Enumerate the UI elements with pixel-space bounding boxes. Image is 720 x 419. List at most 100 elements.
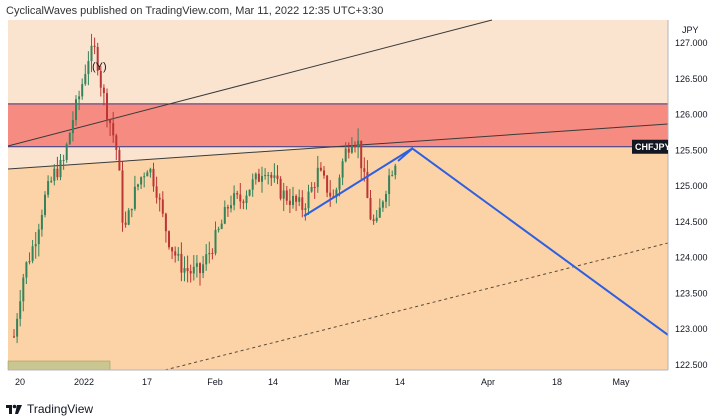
candle-body (28, 260, 31, 263)
candle-body (143, 176, 146, 178)
candle-body (146, 172, 149, 177)
candle-body (381, 201, 384, 208)
candle-body (385, 194, 387, 202)
x-tick-label: 18 (552, 377, 562, 387)
neckline-trendline (7, 123, 669, 170)
candle-body (295, 195, 298, 202)
candle-body (323, 170, 325, 176)
candle-body (37, 229, 40, 245)
candle-body (174, 251, 177, 256)
candle-body (226, 207, 229, 209)
candle-body (22, 277, 25, 302)
candle-body (338, 177, 341, 190)
candle-body (298, 197, 301, 202)
candle-body (155, 186, 158, 198)
candle-body (93, 45, 96, 47)
y-tick-label: 124.500 (675, 217, 708, 227)
candle-body (388, 175, 391, 195)
candle-body (180, 253, 183, 273)
candle-body (25, 262, 28, 278)
candle-body (236, 193, 239, 195)
candle-body (202, 264, 205, 274)
x-tick-label: 2022 (74, 377, 94, 387)
x-tick-label: 17 (142, 377, 152, 387)
candle-body (96, 46, 99, 71)
candle-body (19, 301, 22, 319)
candle-body (273, 175, 276, 178)
candle-body (310, 187, 313, 192)
y-tick-label: 123.000 (675, 324, 708, 334)
y-tick-label: 127.000 (675, 38, 708, 48)
wave-label-y: (Y) (92, 61, 107, 73)
candle-body (264, 175, 267, 177)
candle-body (40, 214, 43, 230)
candle-body (335, 189, 338, 198)
candle-body (127, 210, 130, 225)
candle-body (115, 135, 118, 150)
chart-bg-lower (8, 124, 668, 370)
candle-body (109, 119, 112, 124)
candle-body (394, 165, 397, 176)
candle-body (149, 168, 152, 173)
candle-body (13, 336, 15, 338)
candle-body (375, 217, 378, 221)
candle-body (124, 222, 127, 225)
candle-body (208, 253, 211, 255)
candle-body (223, 207, 226, 224)
candle-body (292, 195, 294, 206)
candle-body (220, 223, 223, 229)
resistance-zone (8, 103, 668, 147)
candle-body (211, 253, 214, 255)
published-info: CyclicalWaves published on TradingView.c… (6, 5, 384, 17)
candle-body (326, 175, 329, 193)
x-tick-label: May (612, 377, 630, 387)
candle-body (245, 195, 248, 203)
candle-body (152, 168, 155, 187)
candle-body (239, 194, 242, 202)
candle-body (59, 160, 62, 178)
candle-body (81, 84, 84, 97)
candle-body (205, 254, 208, 265)
candle-body (363, 168, 366, 172)
chart-footer (0, 398, 720, 419)
y-tick-label: 124.000 (675, 253, 708, 263)
candle-body (53, 168, 56, 181)
marker-box (7, 360, 111, 371)
candle-body (261, 176, 263, 182)
candle-body (254, 173, 257, 180)
x-tick-label: 14 (395, 377, 405, 387)
candle-body (267, 174, 270, 176)
candle-body (78, 96, 81, 100)
candle-body (68, 133, 71, 145)
tradingview-logo[interactable]: TradingView (6, 402, 93, 416)
candle-body (158, 197, 161, 200)
upper-channel-line (7, 19, 493, 147)
candle-body (350, 145, 353, 153)
candle-body (161, 199, 164, 214)
x-tick-label: Mar (334, 377, 350, 387)
candle-body (347, 148, 350, 153)
candle-body (183, 268, 186, 273)
candle-body (118, 149, 121, 171)
candle-body (313, 187, 316, 189)
candle-body (378, 207, 381, 218)
candle-body (251, 179, 254, 190)
candle-body (357, 140, 360, 147)
candle-body (137, 184, 139, 187)
candle-body (177, 253, 180, 256)
candle-body (304, 208, 307, 210)
candle-body (75, 99, 77, 121)
candle-body (242, 201, 245, 203)
candle-body (257, 173, 260, 182)
candle-body (230, 205, 232, 209)
candle-body (344, 148, 347, 162)
candle-body (248, 189, 251, 196)
chart-header: CyclicalWaves published on TradingView.c… (0, 0, 720, 20)
candle-body (279, 178, 282, 199)
candle-body (62, 159, 65, 161)
y-tick-label: 126.500 (675, 74, 708, 84)
candle-body (329, 192, 332, 197)
lower-dashed-trendline (164, 242, 669, 371)
candle-body (354, 145, 356, 147)
